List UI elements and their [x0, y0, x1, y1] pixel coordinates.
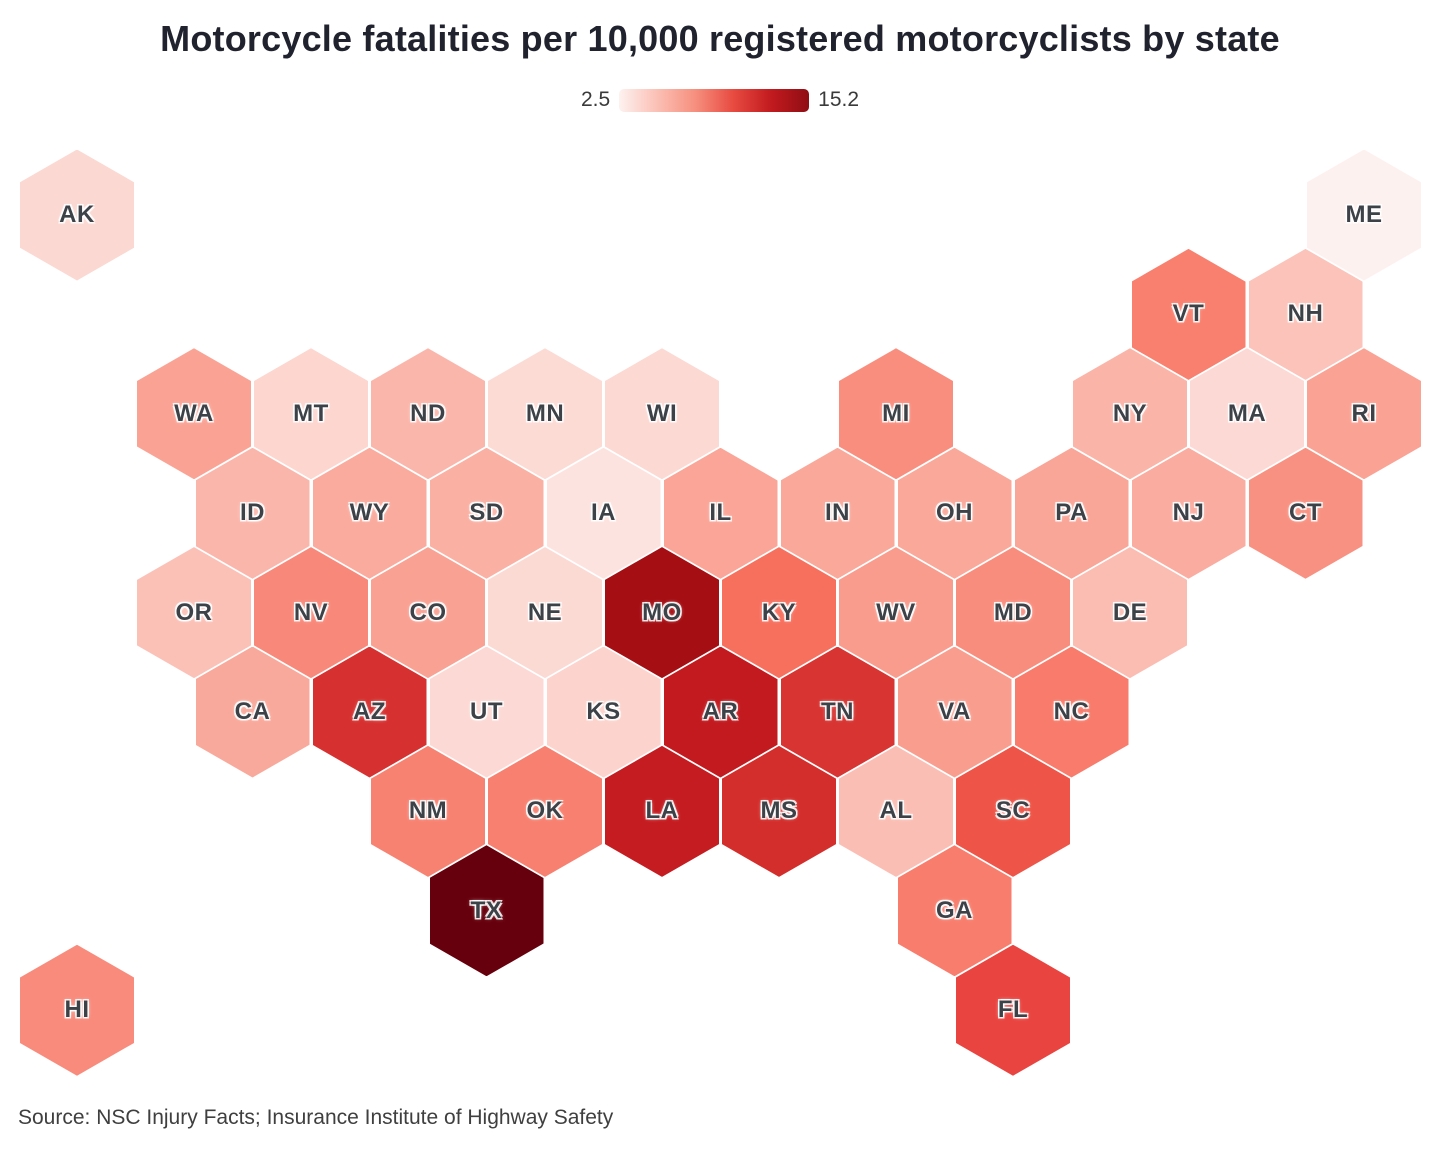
state-hex-MI: MI [839, 348, 953, 480]
state-label-MA: MA [1227, 399, 1267, 427]
state-label-MI: MI [882, 399, 910, 427]
state-label-ID: ID [240, 499, 265, 527]
state-hex-NY: NY [1073, 348, 1187, 480]
state-label-RI: RI [1351, 399, 1377, 427]
legend-max-label: 15.2 [818, 88, 860, 111]
state-label-NM: NM [408, 797, 448, 825]
state-hex-MA: MA [1190, 348, 1304, 480]
state-label-MO: MO [642, 598, 682, 626]
state-label-KY: KY [761, 598, 797, 626]
state-label-MS: MS [760, 797, 798, 825]
state-label-MN: MN [525, 399, 565, 427]
state-label-AR: AR [702, 698, 739, 725]
state-label-NE: NE [527, 598, 563, 626]
state-label-SD: SD [469, 499, 504, 527]
state-label-KS: KS [586, 698, 621, 725]
state-hex-VT: VT [1131, 248, 1246, 380]
state-label-ND: ND [410, 399, 446, 427]
state-label-NY: NY [1112, 399, 1148, 427]
source-note: Source: NSC Injury Facts; Insurance Inst… [18, 1106, 614, 1129]
state-label-PA: PA [1055, 499, 1088, 527]
state-label-AL: AL [879, 797, 913, 825]
state-label-FL: FL [997, 996, 1029, 1024]
state-hex-MT: MT [254, 348, 368, 480]
state-label-CA: CA [234, 698, 271, 725]
state-hex-HI: HI [20, 944, 134, 1076]
state-hex-MN: MN [488, 348, 602, 480]
chart-title: Motorcycle fatalities per 10,000 registe… [160, 18, 1280, 59]
state-label-IN: IN [825, 499, 850, 527]
state-hex-WA: WA [137, 348, 251, 480]
state-label-OK: OK [526, 797, 564, 825]
state-label-DE: DE [1112, 598, 1148, 626]
state-label-VA: VA [938, 698, 971, 725]
state-label-OR: OR [175, 598, 213, 626]
state-label-WA: WA [174, 399, 214, 427]
state-label-AZ: AZ [353, 698, 386, 725]
state-hex-WI: WI [605, 348, 719, 480]
legend-min-label: 2.5 [580, 88, 611, 111]
state-label-OH: OH [936, 499, 973, 527]
state-hex-NH: NH [1248, 248, 1363, 380]
state-label-CO: CO [409, 598, 447, 626]
legend-gradient-bar [619, 88, 810, 112]
state-label-ME: ME [1345, 201, 1383, 228]
state-label-WV: WV [876, 598, 916, 626]
state-label-IA: IA [591, 499, 616, 527]
state-label-NC: NC [1053, 698, 1090, 725]
state-label-NH: NH [1287, 300, 1324, 328]
state-label-NV: NV [293, 598, 329, 626]
state-label-WY: WY [349, 499, 390, 527]
state-label-WI: WI [646, 399, 678, 427]
state-label-VT: VT [1172, 300, 1205, 328]
state-label-HI: HI [64, 996, 90, 1024]
state-label-LA: LA [645, 797, 679, 825]
state-label-UT: UT [470, 698, 503, 725]
state-label-SC: SC [995, 797, 1031, 825]
state-hex-AK: AK [20, 149, 134, 281]
color-legend: 2.5 15.2 [0, 88, 1440, 112]
state-label-MD: MD [993, 598, 1033, 626]
state-label-GA: GA [936, 896, 973, 924]
state-label-TN: TN [821, 698, 854, 725]
state-hex-ND: ND [371, 348, 485, 480]
state-hex-RI: RI [1307, 348, 1421, 480]
state-label-NJ: NJ [1172, 499, 1205, 527]
state-label-AK: AK [59, 201, 95, 228]
state-label-CT: CT [1289, 499, 1322, 527]
state-label-IL: IL [709, 499, 732, 527]
state-label-MT: MT [293, 399, 329, 427]
state-label-TX: TX [470, 896, 503, 924]
